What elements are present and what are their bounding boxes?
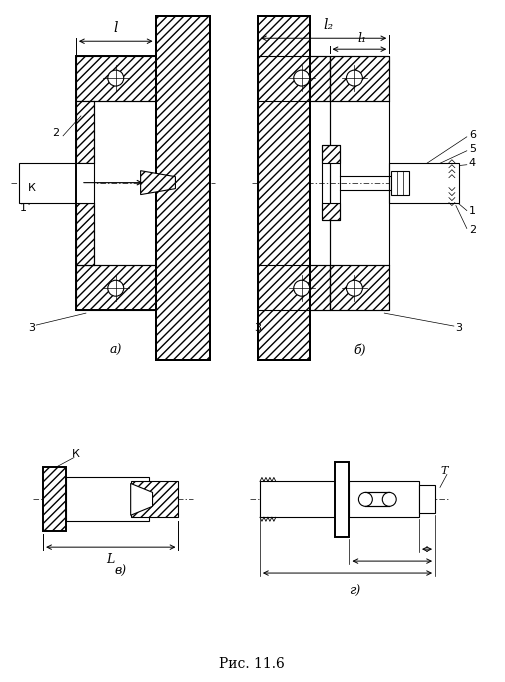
Bar bbox=[258, 265, 330, 310]
Text: К: К bbox=[28, 183, 36, 192]
Text: 1: 1 bbox=[20, 203, 27, 213]
Bar bbox=[76, 56, 156, 310]
Polygon shape bbox=[131, 484, 153, 516]
Text: а): а) bbox=[110, 344, 122, 357]
Circle shape bbox=[294, 280, 310, 296]
Bar bbox=[156, 16, 210, 360]
Circle shape bbox=[108, 70, 124, 86]
Circle shape bbox=[359, 492, 372, 506]
Bar bbox=[76, 56, 156, 101]
Bar bbox=[334, 462, 349, 537]
Text: L: L bbox=[107, 553, 115, 566]
Bar bbox=[258, 16, 310, 360]
Text: 2: 2 bbox=[469, 226, 476, 235]
Text: 4: 4 bbox=[469, 158, 476, 168]
Bar bbox=[76, 265, 156, 310]
Bar bbox=[260, 481, 337, 517]
Text: l: l bbox=[114, 21, 118, 35]
Circle shape bbox=[108, 280, 124, 296]
Text: 3: 3 bbox=[28, 323, 35, 333]
Text: в): в) bbox=[115, 565, 127, 578]
Bar bbox=[322, 145, 339, 220]
Circle shape bbox=[346, 70, 363, 86]
Bar bbox=[156, 16, 210, 360]
Bar bbox=[349, 481, 419, 517]
Text: 2: 2 bbox=[53, 128, 60, 138]
Polygon shape bbox=[140, 170, 175, 194]
Circle shape bbox=[346, 280, 363, 296]
Text: 3: 3 bbox=[255, 323, 262, 333]
Bar bbox=[322, 145, 339, 163]
Bar bbox=[76, 101, 94, 163]
Bar bbox=[43, 467, 66, 531]
Text: T: T bbox=[441, 466, 448, 477]
Text: К: К bbox=[72, 449, 80, 458]
Text: l₁: l₁ bbox=[358, 32, 367, 45]
Text: б): б) bbox=[353, 344, 366, 357]
Bar bbox=[131, 481, 178, 517]
Text: 1: 1 bbox=[469, 205, 476, 216]
Bar bbox=[258, 56, 330, 101]
Bar bbox=[76, 203, 94, 265]
Bar bbox=[258, 16, 310, 360]
Text: Рис. 11.6: Рис. 11.6 bbox=[219, 657, 285, 670]
Bar bbox=[258, 56, 330, 310]
Bar bbox=[19, 163, 94, 203]
Bar bbox=[330, 56, 389, 101]
Text: г): г) bbox=[349, 584, 360, 597]
Bar bbox=[366, 492, 389, 506]
Text: 5: 5 bbox=[469, 144, 476, 153]
Bar bbox=[419, 486, 435, 514]
Circle shape bbox=[382, 492, 396, 506]
Text: 6: 6 bbox=[469, 130, 476, 140]
Bar bbox=[322, 203, 339, 220]
Text: 3: 3 bbox=[456, 323, 463, 333]
Bar bbox=[330, 56, 389, 310]
Bar bbox=[330, 265, 389, 310]
Circle shape bbox=[294, 70, 310, 86]
Bar bbox=[391, 170, 409, 194]
Text: l₂: l₂ bbox=[324, 18, 334, 32]
Bar bbox=[66, 477, 148, 521]
Bar bbox=[389, 163, 459, 203]
